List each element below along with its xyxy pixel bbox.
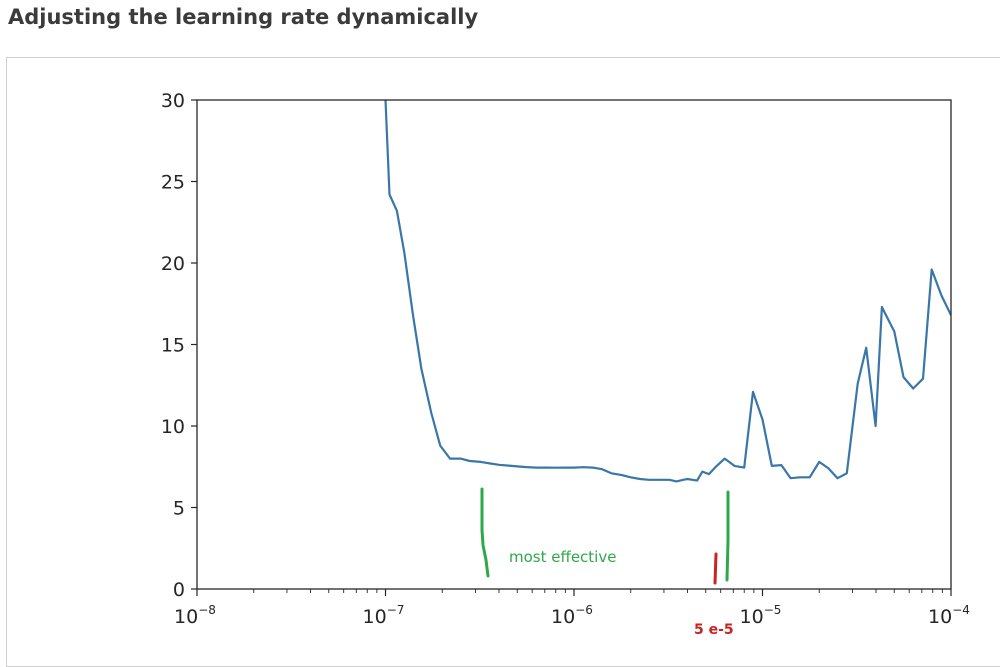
y-tick-label-0: 0 xyxy=(173,579,185,601)
annotation-red-mark xyxy=(713,552,718,585)
page-heading: Adjusting the learning rate dynamically xyxy=(8,5,479,29)
x-tick-label-4: 10−4 xyxy=(928,603,970,628)
x-tick-label-3: 10−5 xyxy=(740,603,782,628)
y-tick-label-6: 30 xyxy=(161,90,185,112)
annotation-green-mark-right xyxy=(725,490,730,582)
y-tick-label-2: 10 xyxy=(161,416,185,438)
y-tick-label-3: 15 xyxy=(161,335,185,357)
y-tick-label-4: 20 xyxy=(161,253,185,275)
chart-frame xyxy=(6,57,1000,667)
annotation-most-effective: most effective xyxy=(509,548,616,566)
y-tick-label-1: 5 xyxy=(173,498,185,520)
y-tick-label-5: 25 xyxy=(161,172,185,194)
x-tick-label-2: 10−6 xyxy=(551,603,593,628)
x-tick-label-1: 10−7 xyxy=(363,603,405,628)
axes-frame xyxy=(196,99,952,590)
annotation-5e-5: 5 e-5 xyxy=(694,622,734,638)
annotation-green-mark-left xyxy=(480,487,490,578)
x-tick-label-0: 10−8 xyxy=(174,603,216,628)
series-line-0 xyxy=(384,100,951,483)
